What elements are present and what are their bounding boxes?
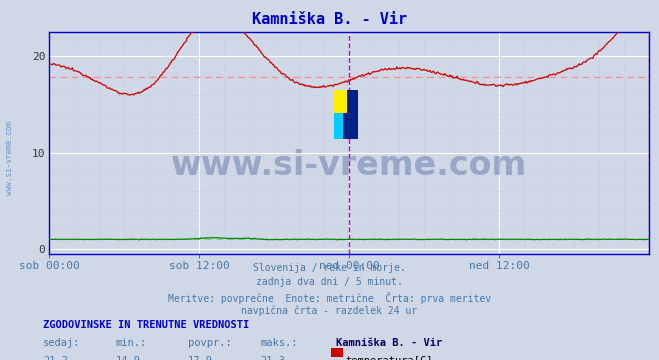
Bar (343, 113, 358, 139)
Text: 21,2: 21,2 (43, 356, 68, 360)
Text: ZGODOVINSKE IN TRENUTNE VREDNOSTI: ZGODOVINSKE IN TRENUTNE VREDNOSTI (43, 320, 249, 330)
Text: Kamniška B. - Vir: Kamniška B. - Vir (336, 338, 442, 348)
Text: povpr.:: povpr.: (188, 338, 231, 348)
Bar (334, 113, 358, 139)
Text: www.si-vreme.com: www.si-vreme.com (5, 121, 14, 195)
Text: navpična črta - razdelek 24 ur: navpična črta - razdelek 24 ur (241, 306, 418, 316)
Bar (334, 90, 358, 139)
Text: www.si-vreme.com: www.si-vreme.com (171, 149, 527, 182)
Text: Kamniška B. - Vir: Kamniška B. - Vir (252, 12, 407, 27)
Text: 14,9: 14,9 (115, 356, 140, 360)
Text: sedaj:: sedaj: (43, 338, 80, 348)
Text: zadnja dva dni / 5 minut.: zadnja dva dni / 5 minut. (256, 277, 403, 287)
Text: temperatura[C]: temperatura[C] (345, 356, 433, 360)
Text: 17,9: 17,9 (188, 356, 213, 360)
Text: Slovenija / reke in morje.: Slovenija / reke in morje. (253, 263, 406, 273)
Text: Meritve: povprečne  Enote: metrične  Črta: prva meritev: Meritve: povprečne Enote: metrične Črta:… (168, 292, 491, 303)
Text: maks.:: maks.: (260, 338, 298, 348)
Bar (347, 90, 358, 113)
Text: min.:: min.: (115, 338, 146, 348)
Text: 21,3: 21,3 (260, 356, 285, 360)
